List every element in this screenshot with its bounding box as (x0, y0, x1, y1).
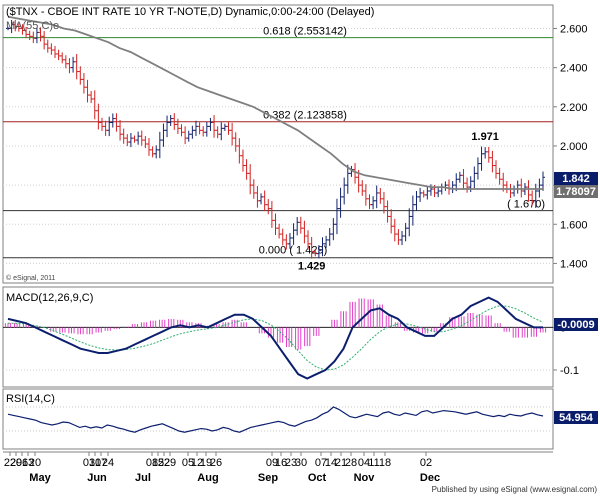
price-annotation: 1.971 (471, 131, 499, 143)
x-tick-label: 05 (182, 457, 194, 469)
x-tick-label: 29 (10, 457, 22, 469)
macd-plot-area (2, 286, 554, 388)
x-month-label: Jul (135, 472, 151, 484)
x-tick-label: 16 (275, 457, 287, 469)
price-y-tick-label: 2.400 (560, 63, 588, 75)
x-tick-label: 11 (368, 457, 379, 469)
price-bar (541, 171, 545, 191)
x-tick-label: 20 (29, 457, 41, 469)
x-tick-label: 28 (345, 457, 357, 469)
macd-y-tick-label: -0.1 (560, 365, 579, 377)
fib-level-label: ( 1.670) (507, 199, 545, 211)
x-tick-label: 30 (295, 457, 307, 469)
copyright-text: © eSignal, 2011 (6, 274, 56, 282)
x-month-label: Nov (354, 472, 376, 484)
price-y-tick-label: 2.200 (560, 102, 588, 114)
x-tick-label: 23 (285, 457, 297, 469)
ma-indicator-label: MA(55,C)e (6, 20, 59, 32)
last-price-label: 1.842 (562, 173, 590, 185)
price-plot-area (2, 4, 554, 284)
macd-signal-line (8, 305, 544, 371)
price-annotation: 1.429 (298, 260, 326, 272)
x-tick-label: 29 (164, 457, 176, 469)
rsi-line (7, 406, 544, 433)
footer-text: Published by using eSignal (www.esignal.… (432, 485, 598, 494)
macd-line (7, 296, 543, 380)
rsi-value-label: 54.954 (559, 412, 594, 424)
x-tick-label: 06 (16, 457, 28, 469)
ma-value-badge: 1.78097 (554, 185, 598, 198)
x-tick-label: 13 (22, 457, 34, 469)
x-tick-label: 10 (89, 457, 101, 469)
ma-value-label: 1.78097 (556, 186, 596, 198)
fib-level-label: 0.618 (2.553142) (263, 26, 347, 38)
rsi-value-badge: 54.954 (554, 411, 598, 424)
price-y-tick-label: 1.400 (560, 258, 588, 270)
price-y-tick-label: 2.600 (560, 23, 588, 35)
x-tick-label: 08 (146, 457, 158, 469)
price-y-tick-label: 1.600 (560, 219, 588, 231)
macd-value-badge: -0.0009 (554, 318, 598, 331)
price-annotations: 1.971 1.429 (298, 131, 499, 272)
x-tick-label: 21 (335, 457, 347, 469)
x-month-label: Sep (258, 472, 278, 484)
price-y-tick-label: 2.000 (560, 141, 588, 153)
x-tick-label: 03 (83, 457, 95, 469)
x-tick-label: 15 (152, 457, 164, 469)
x-month-label: May (29, 472, 51, 484)
rsi-panel: RSI(14,C) 54.954 (2, 388, 598, 450)
x-tick-label: 19 (200, 457, 212, 469)
x-tick-label: 04 (358, 457, 370, 469)
x-tick-label: 24 (102, 457, 114, 469)
macd-value-label: -0.0009 (557, 319, 594, 331)
x-month-label: Jun (87, 472, 107, 484)
x-tick-label: 07 (315, 457, 327, 469)
x-tick-label: 22 (158, 457, 170, 469)
chart-title: ($TNX - CBOE INT RATE 10 YR T-NOTE,D) Dy… (6, 6, 374, 18)
x-tick-label: 26 (210, 457, 222, 469)
x-tick-label: 12 (191, 457, 203, 469)
fib-levels: 0.618 (2.553142) 0.382 (2.123858) ( 1.670)… (3, 26, 553, 259)
rsi-plot-area (2, 388, 554, 450)
x-tick-label: 14 (325, 457, 337, 469)
ma55-line (7, 15, 543, 190)
x-month-label: Aug (197, 472, 218, 484)
x-tick-label: 09 (266, 457, 278, 469)
x-tick-label: 02 (420, 457, 432, 469)
x-tick-label: 22 (4, 457, 16, 469)
last-price-badge: 1.842 (554, 172, 598, 185)
price-bars (6, 19, 545, 259)
macd-title: MACD(12,26,9,C) (6, 292, 93, 304)
x-tick-label: 18 (379, 457, 391, 469)
macd-panel: 0-0.1 MACD(12,26,9,C) -0.0009 (2, 286, 598, 388)
price-panel: 0.618 (2.553142) 0.382 (2.123858) ( 1.670)… (2, 4, 598, 284)
fib-level-label: 0.382 (2.123858) (263, 110, 347, 122)
x-month-label: Dec (420, 472, 440, 484)
x-month-label: Oct (308, 472, 327, 484)
x-tick-label: 17 (95, 457, 107, 469)
rsi-title: RSI(14,C) (6, 393, 55, 405)
fib-level-label: 0.000 ( 1.429) (259, 245, 328, 257)
